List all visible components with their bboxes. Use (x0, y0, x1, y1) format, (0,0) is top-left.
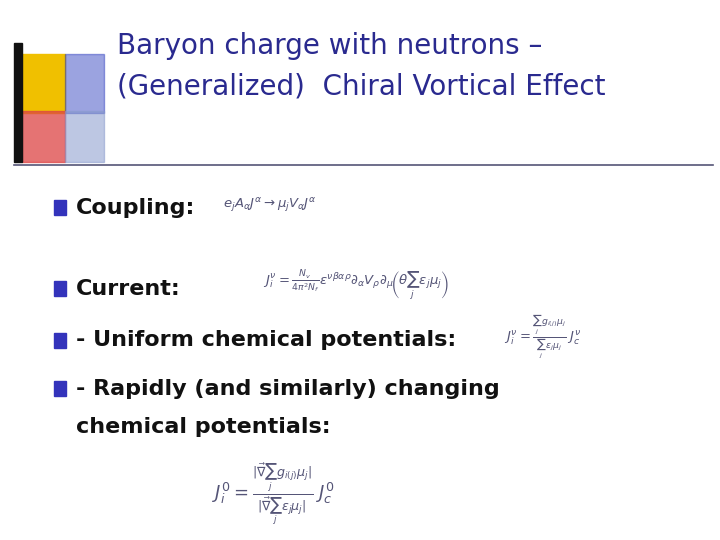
Text: Coupling:: Coupling: (76, 198, 195, 218)
Bar (65, 54, 104, 113)
Bar (22, 54, 65, 113)
Bar (54, 333, 66, 348)
Text: (Generalized)  Chiral Vortical Effect: (Generalized) Chiral Vortical Effect (117, 73, 605, 101)
Text: Current:: Current: (76, 279, 180, 299)
Text: Baryon charge with neutrons –: Baryon charge with neutrons – (117, 32, 542, 60)
Text: - Uniform chemical potentials:: - Uniform chemical potentials: (76, 330, 456, 350)
Text: - Rapidly (and similarly) changing: - Rapidly (and similarly) changing (76, 379, 500, 399)
Text: $J_i^{\nu} = \frac{\sum_j g_{i(j)} \mu_j}{\sum_j \epsilon_j \mu_j} \; J_c^{\nu}$: $J_i^{\nu} = \frac{\sum_j g_{i(j)} \mu_j… (504, 314, 581, 361)
Bar (54, 200, 66, 215)
Text: $J_i^0 = \frac{|\vec{\nabla} \sum_j g_{i(j)} \mu_j|}{|\vec{\nabla} \sum_j \epsil: $J_i^0 = \frac{|\vec{\nabla} \sum_j g_{i… (212, 461, 335, 527)
Text: $e_j A_{\alpha} J^{\alpha} \rightarrow \mu_j V_{\alpha} J^{\alpha}$: $e_j A_{\alpha} J^{\alpha} \rightarrow \… (223, 196, 317, 214)
Bar (54, 281, 66, 296)
Bar (65, 111, 104, 162)
Text: chemical potentials:: chemical potentials: (76, 416, 330, 437)
Bar (54, 381, 66, 396)
Bar (14, 43, 22, 162)
Bar (22, 111, 65, 162)
Text: $J_i^{\nu} = \frac{N_v}{4\pi^2 N_f} \varepsilon^{\nu\beta\alpha\rho} \partial_{\: $J_i^{\nu} = \frac{N_v}{4\pi^2 N_f} \var… (263, 269, 449, 303)
